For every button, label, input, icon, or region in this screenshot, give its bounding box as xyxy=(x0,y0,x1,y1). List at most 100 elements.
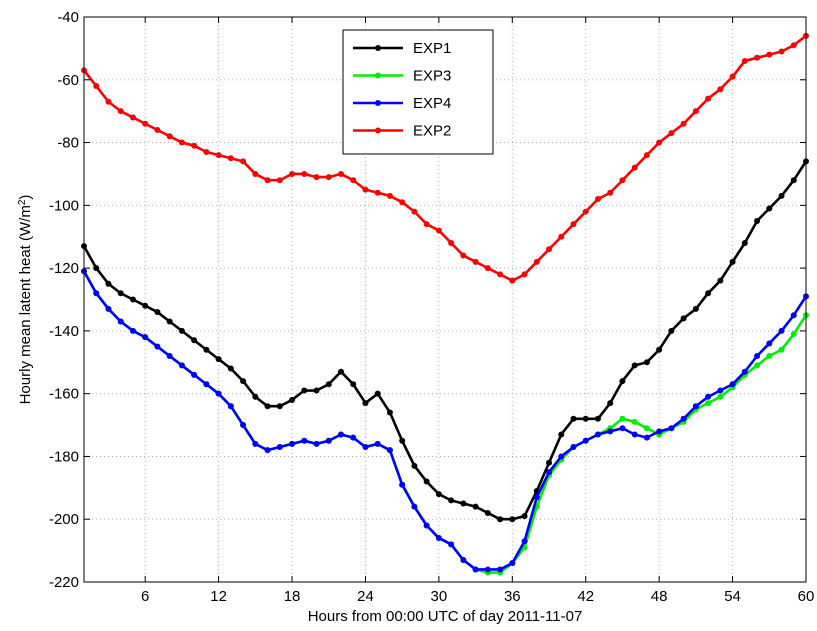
data-point-exp1 xyxy=(178,327,185,334)
data-point-exp1 xyxy=(607,400,614,407)
data-point-exp1 xyxy=(460,500,467,507)
data-point-exp1 xyxy=(692,305,699,312)
data-point-exp4 xyxy=(264,447,271,454)
data-point-exp2 xyxy=(484,265,491,272)
data-point-exp2 xyxy=(93,83,100,90)
data-point-exp4 xyxy=(374,440,381,447)
data-point-exp2 xyxy=(717,86,724,93)
data-point-exp1 xyxy=(227,365,234,372)
data-point-exp4 xyxy=(154,343,161,350)
x-tick-label: 30 xyxy=(431,588,448,605)
data-point-exp2 xyxy=(289,170,296,177)
data-point-exp3 xyxy=(631,418,638,425)
data-point-exp4 xyxy=(729,381,736,388)
data-point-exp2 xyxy=(643,152,650,159)
data-point-exp2 xyxy=(607,189,614,196)
data-point-exp1 xyxy=(142,302,149,309)
data-point-exp4 xyxy=(484,566,491,573)
y-axis-label-sup: 2 xyxy=(17,199,28,205)
data-point-exp2 xyxy=(178,139,185,146)
data-point-exp1 xyxy=(423,478,430,485)
series-layer xyxy=(81,32,809,576)
data-point-exp1 xyxy=(350,381,357,388)
data-point-exp1 xyxy=(411,462,418,469)
data-point-exp3 xyxy=(619,415,626,422)
data-point-exp4 xyxy=(215,390,222,397)
x-axis-label: Hours from 00:00 UTC of day 2011-11-07 xyxy=(308,608,583,625)
data-point-exp1 xyxy=(619,378,626,385)
legend-label-exp1: EXP1 xyxy=(413,40,451,57)
data-point-exp2 xyxy=(386,192,393,199)
data-point-exp1 xyxy=(741,240,748,246)
x-tick-label: 6 xyxy=(141,588,149,605)
data-point-exp4 xyxy=(289,440,296,447)
data-point-exp1 xyxy=(472,503,479,510)
data-point-exp2 xyxy=(558,233,565,240)
data-point-exp1 xyxy=(154,309,161,316)
data-point-exp2 xyxy=(374,189,381,196)
data-point-exp4 xyxy=(448,541,455,548)
data-point-exp1 xyxy=(754,218,761,225)
data-point-exp4 xyxy=(594,431,601,438)
y-tick-label: -180 xyxy=(49,448,79,465)
data-point-exp4 xyxy=(643,434,650,441)
x-tick-label: 24 xyxy=(357,588,374,605)
data-point-exp2 xyxy=(546,246,553,253)
series-line-exp3 xyxy=(82,270,808,574)
data-point-exp1 xyxy=(362,400,369,407)
series-line-exp4 xyxy=(82,270,808,571)
data-point-exp4 xyxy=(142,334,149,341)
y-axis-label: Hourly mean latent heat (W/m2) xyxy=(17,195,35,405)
data-point-exp1 xyxy=(399,437,406,444)
data-point-exp4 xyxy=(117,318,124,325)
data-point-exp4 xyxy=(766,340,773,347)
data-point-exp1 xyxy=(643,359,650,366)
data-point-exp3 xyxy=(778,346,785,353)
data-point-exp2 xyxy=(509,277,516,284)
y-tick-label: -140 xyxy=(49,323,79,340)
data-point-exp4 xyxy=(276,444,283,451)
data-point-exp2 xyxy=(460,252,467,259)
data-point-exp1 xyxy=(558,431,565,438)
data-point-exp2 xyxy=(766,51,773,58)
data-point-exp2 xyxy=(582,208,589,215)
data-point-exp4 xyxy=(521,538,528,545)
data-point-exp2 xyxy=(423,221,430,228)
data-point-exp4 xyxy=(754,353,761,359)
data-point-exp4 xyxy=(558,453,565,460)
data-point-exp4 xyxy=(166,353,173,359)
data-point-exp4 xyxy=(570,444,577,451)
legend-marker-exp4 xyxy=(375,100,381,106)
data-point-exp4 xyxy=(227,403,234,410)
data-point-exp4 xyxy=(178,362,185,369)
data-point-exp4 xyxy=(497,566,504,573)
legend-marker-exp1 xyxy=(375,45,381,51)
data-point-exp2 xyxy=(692,108,699,115)
data-point-exp2 xyxy=(301,170,308,177)
data-point-exp1 xyxy=(497,516,504,523)
data-point-exp1 xyxy=(668,327,675,334)
data-point-exp2 xyxy=(399,199,406,206)
data-point-exp4 xyxy=(93,290,100,297)
data-point-exp1 xyxy=(264,403,271,410)
data-point-exp2 xyxy=(619,177,626,184)
data-point-exp2 xyxy=(497,271,504,278)
data-point-exp4 xyxy=(705,393,712,400)
data-point-exp3 xyxy=(766,353,773,359)
data-point-exp2 xyxy=(313,174,320,181)
data-point-exp2 xyxy=(741,57,748,64)
data-point-exp1 xyxy=(766,205,773,212)
y-tick-label: -120 xyxy=(49,260,79,277)
data-point-exp3 xyxy=(717,393,724,400)
data-point-exp1 xyxy=(582,415,589,422)
data-point-exp1 xyxy=(105,280,112,287)
data-point-exp4 xyxy=(582,437,589,444)
data-point-exp4 xyxy=(386,447,393,454)
legend-label-exp3: EXP3 xyxy=(413,68,451,85)
data-point-exp2 xyxy=(570,221,577,228)
data-point-exp1 xyxy=(546,459,553,466)
data-point-exp1 xyxy=(93,265,100,272)
data-point-exp2 xyxy=(448,240,455,246)
data-point-exp1 xyxy=(717,277,724,284)
data-point-exp1 xyxy=(129,296,136,303)
